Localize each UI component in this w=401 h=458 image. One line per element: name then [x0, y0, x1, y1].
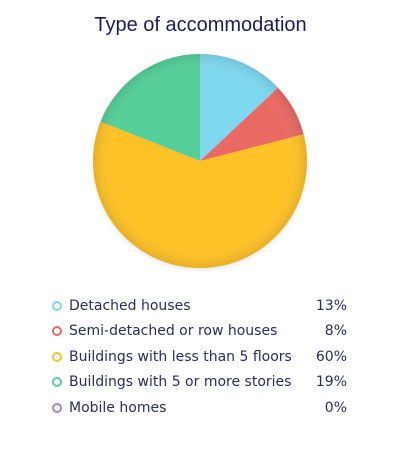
legend-marker-icon	[52, 326, 62, 337]
legend: Detached houses 13% Semi-detached or row h…	[52, 293, 347, 421]
legend-marker-icon	[52, 377, 62, 388]
legend-value: 19%	[315, 374, 347, 391]
legend-item: Buildings with 5 or more stories 19%	[52, 370, 347, 396]
legend-value: 60%	[315, 348, 347, 365]
legend-value: 8%	[324, 323, 347, 340]
legend-item: Buildings with less than 5 floors 60%	[52, 344, 347, 370]
legend-label: Buildings with 5 or more stories	[69, 374, 292, 391]
legend-marker-icon	[52, 402, 62, 413]
legend-value: 0%	[324, 399, 347, 416]
legend-label: Mobile homes	[69, 399, 167, 416]
legend-item: Semi-detached or row houses 8%	[52, 319, 347, 345]
legend-label: Detached houses	[69, 297, 191, 314]
legend-label: Buildings with less than 5 floors	[69, 348, 292, 365]
pie-chart	[92, 54, 307, 269]
legend-marker-icon	[52, 351, 62, 362]
legend-item: Detached houses 13%	[52, 293, 347, 319]
legend-marker-icon	[52, 300, 62, 311]
legend-label: Semi-detached or row houses	[69, 323, 278, 340]
chart-title: Type of accommodation	[94, 14, 307, 36]
legend-item: Mobile homes 0%	[52, 395, 347, 421]
legend-value: 13%	[315, 297, 347, 314]
